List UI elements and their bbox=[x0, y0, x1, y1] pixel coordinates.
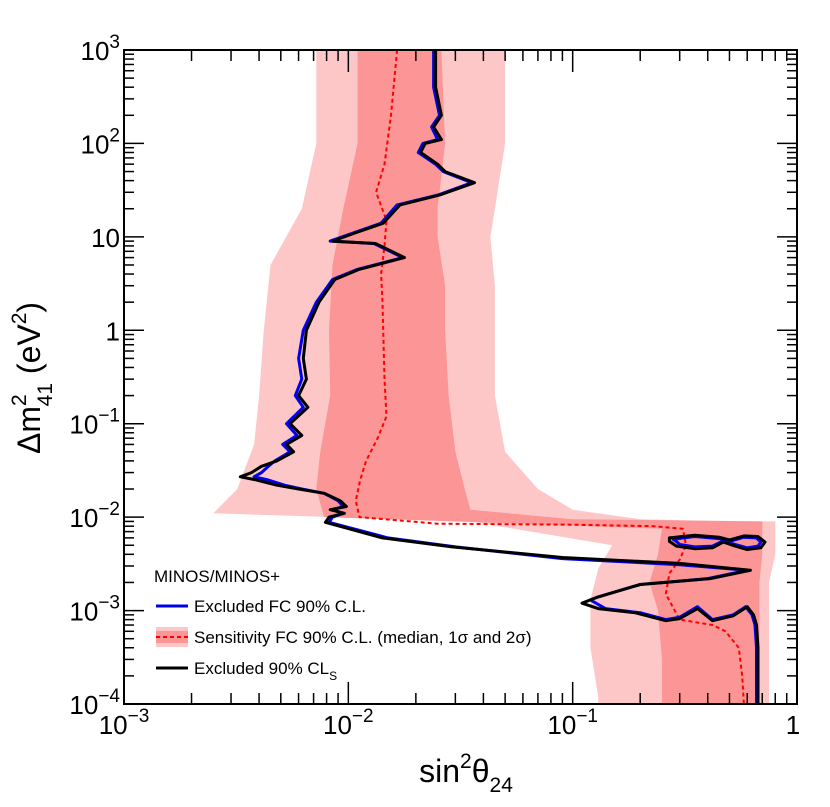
y-tick-labels: 10−4 10−3 10−2 10−1 1 10 102 103 bbox=[69, 32, 120, 720]
series-sensitivity-1-band bbox=[316, 50, 763, 704]
x-tick-label: 10−1 bbox=[547, 706, 598, 740]
legend-title: MINOS/MINOS+ bbox=[154, 567, 280, 586]
data-layer bbox=[213, 50, 776, 704]
legend: MINOS/MINOS+ Excluded FC 90% C.L. Sensit… bbox=[154, 567, 532, 683]
y-tick-label: 10 bbox=[91, 223, 120, 253]
y-tick-label: 10−3 bbox=[69, 593, 120, 627]
y-tick-label: 1 bbox=[106, 316, 120, 346]
x-tick-label: 10−2 bbox=[323, 706, 374, 740]
series-excluded-cls-island bbox=[667, 533, 767, 551]
y-tick-label: 102 bbox=[81, 125, 121, 159]
x-tick-labels: 10−3 10−2 10−1 1 bbox=[99, 706, 801, 740]
y-tick-label: 10−2 bbox=[69, 499, 120, 533]
series-sensitivity-median bbox=[354, 50, 745, 704]
y-tick-label: 10−4 bbox=[69, 686, 120, 720]
y-axis-title: Δm2 41 (eV2) bbox=[8, 302, 57, 454]
tick-marks bbox=[123, 49, 798, 705]
legend-label-fc: Excluded FC 90% C.L. bbox=[194, 597, 366, 616]
plot-frame bbox=[123, 49, 798, 705]
y-tick-label: 103 bbox=[81, 32, 121, 66]
series-excluded-90-cls bbox=[238, 50, 760, 704]
y-tick-label: 10−1 bbox=[69, 406, 120, 440]
x-tick-label: 1 bbox=[786, 710, 800, 740]
x-axis-title: sin2θ24 bbox=[419, 750, 513, 797]
legend-label-sens: Sensitivity FC 90% C.L. (median, 1σ and … bbox=[194, 628, 532, 647]
legend-label-cls: Excluded 90% CLS bbox=[194, 659, 337, 683]
x-tick-label: 10−3 bbox=[99, 706, 150, 740]
